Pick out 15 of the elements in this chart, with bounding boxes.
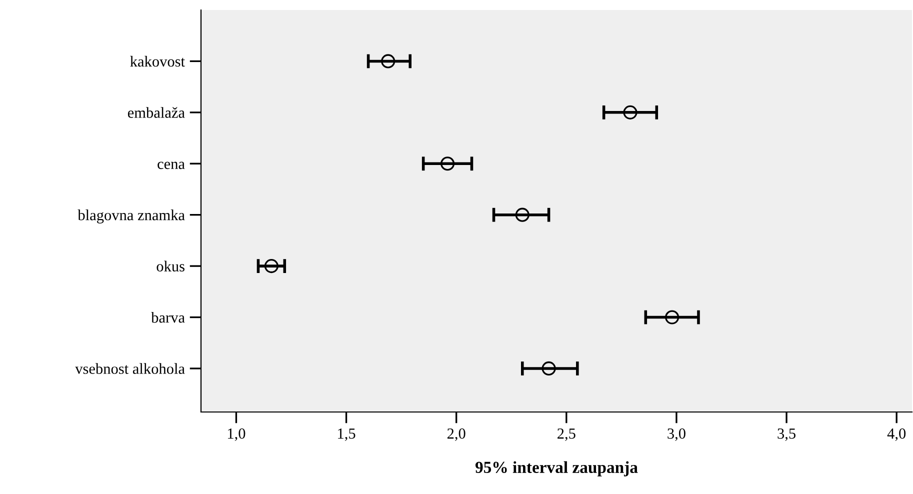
x-tick-label: 2,0 [447,428,466,441]
x-tick-label: 3,0 [668,428,686,441]
y-tick-label: okus [156,260,184,272]
y-tick-label: cena [158,162,185,170]
x-tick-label: 2,5 [558,428,576,441]
y-tick-label: embalaža [128,107,185,118]
x-tick-label: 1,0 [228,428,246,441]
x-tick-label: 4,0 [887,428,906,441]
x-axis-title: 95% interval zaupanja [475,461,638,476]
y-tick-label: vsebnost alkohola [75,363,185,374]
y-tick-label: barva [151,312,185,323]
x-tick-label: 3,5 [778,428,796,441]
y-tick-label: blagovna znamka [78,210,185,224]
y-tick-label: kakovost [130,56,185,67]
x-tick-label: 1,5 [338,428,356,441]
